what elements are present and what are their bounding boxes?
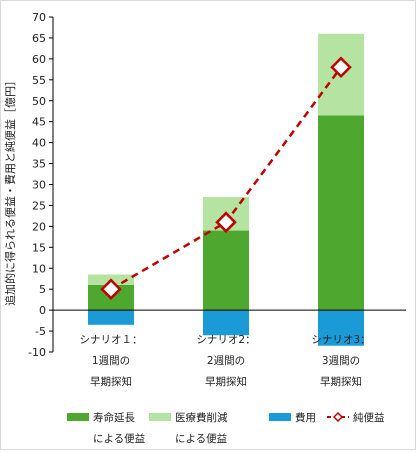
bar-cost-2: [203, 310, 249, 336]
net-benefit-marker-2: [215, 211, 237, 233]
y-tick-label: 60: [32, 53, 46, 66]
y-tick-label: 30: [32, 179, 46, 192]
bar-lifespan-3: [318, 115, 364, 311]
net-benefit-marker-3: [330, 56, 352, 79]
bar-cost-1: [88, 310, 134, 325]
y-tick-label: 25: [32, 199, 46, 212]
y-tick-label: 10: [32, 262, 46, 275]
category-label-3-line-2: 3週間の: [322, 355, 360, 367]
legend-lifespan-swatch: [67, 413, 89, 421]
net-benefit-marker-1: [100, 278, 122, 300]
y-tick-label: 5: [39, 283, 46, 296]
y-tick-label: 40: [32, 137, 46, 150]
y-tick-label: -10: [28, 346, 46, 359]
y-axis-title: 追加的に得られる便益・費用と純便益［億円］: [3, 75, 17, 306]
category-label-2-line-2: 2週間の: [207, 355, 245, 367]
y-tick-label: 0: [39, 304, 46, 317]
category-label-3-line-3: 早期探知: [320, 375, 362, 388]
y-tick-label: 50: [32, 95, 46, 108]
legend-cost-label-1: 費用: [295, 411, 316, 424]
bar-cost-3: [318, 310, 364, 346]
legend-lifespan-label-1: 寿命延長: [93, 411, 135, 424]
legend-net-benefit-swatch-marker: [332, 411, 344, 423]
legend-medical-swatch: [149, 413, 171, 421]
legend-lifespan-label-2: による便益: [93, 432, 146, 445]
y-tick-label: 65: [32, 32, 46, 45]
y-tick-label: 15: [32, 241, 46, 254]
y-tick-label: 70: [32, 11, 46, 24]
legend-cost-swatch: [269, 413, 291, 421]
y-tick-label: 55: [32, 74, 46, 87]
legend-medical-label-1: 医療費削減: [175, 411, 228, 424]
category-label-1-line-1: シナリオ１：: [80, 334, 143, 346]
category-label-1-line-2: 1週間の: [92, 355, 130, 367]
y-tick-label: 20: [32, 220, 46, 233]
legend-medical-label-2: による便益: [175, 432, 228, 445]
y-tick-label: 45: [32, 116, 46, 129]
category-label-3-line-1: シナリオ3：: [311, 334, 370, 346]
y-tick-label: -5: [35, 325, 46, 338]
category-label-1-line-3: 早期探知: [90, 375, 132, 388]
bar-lifespan-2: [203, 230, 249, 311]
y-tick-label: 35: [32, 158, 46, 171]
legend-net-benefit-label-1: 純便益: [353, 411, 385, 424]
category-label-2-line-3: 早期探知: [205, 375, 247, 388]
category-label-2-line-1: シナリオ2：: [196, 334, 255, 346]
